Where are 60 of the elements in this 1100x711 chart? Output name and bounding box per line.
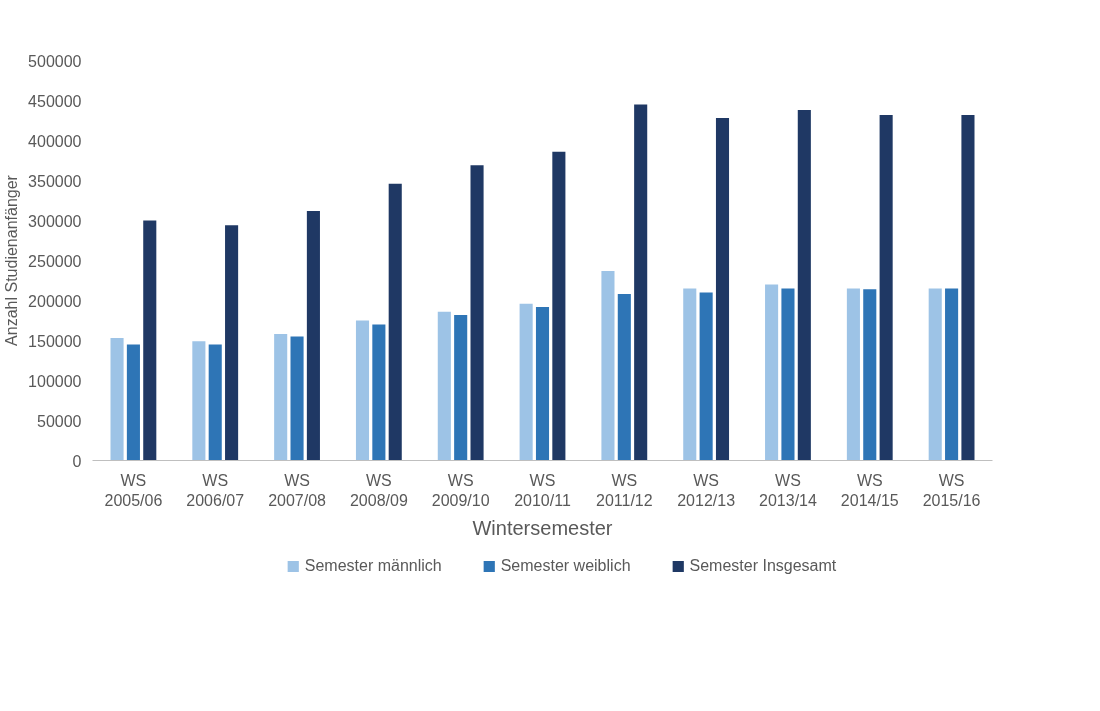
legend-label: Semester Insgesamt [689, 557, 837, 575]
bar [126, 344, 140, 461]
bar [388, 183, 402, 461]
y-tick-label: 400000 [28, 132, 82, 150]
bar [945, 288, 959, 461]
x-tick-label: WS 2005/06 [104, 471, 163, 509]
y-tick-label: 0 [72, 452, 82, 470]
legend-label: Semester weiblich [500, 557, 631, 575]
bar [846, 288, 860, 461]
bar [454, 314, 468, 461]
legend-label: Semester männlich [304, 557, 442, 575]
bar [355, 320, 370, 461]
bar [372, 324, 386, 461]
x-tick-label: WS 2011/12 [595, 471, 653, 509]
bar [879, 114, 893, 461]
y-tick-label: 450000 [28, 92, 82, 110]
x-tick-label: WS 2012/13 [677, 471, 736, 509]
x-tick-label: WS 2007/08 [268, 471, 327, 509]
bar [208, 344, 222, 461]
bar [552, 151, 566, 461]
y-tick-label: 300000 [28, 212, 82, 230]
bar [715, 118, 730, 461]
y-tick-label: 100000 [28, 372, 82, 390]
x-tick-label: WS 2010/11 [514, 471, 571, 509]
y-tick-label: 200000 [28, 292, 82, 310]
bar [928, 288, 942, 461]
y-axis-title: Anzahl Studienanfänger [3, 174, 21, 346]
y-tick-label: 50000 [37, 412, 82, 430]
x-tick-label: WS 2013/14 [759, 471, 817, 509]
x-tick-label: WS 2014/15 [840, 471, 899, 509]
bar [683, 288, 697, 461]
bar [699, 292, 713, 461]
y-tick-label: 150000 [28, 332, 82, 350]
x-tick-label: WS 2008/09 [349, 471, 408, 509]
bar [519, 303, 533, 461]
bar [290, 336, 304, 461]
bar [535, 306, 550, 461]
y-tick-label: 250000 [28, 252, 82, 270]
bar [765, 284, 779, 461]
y-tick-label: 350000 [28, 172, 82, 190]
x-axis-title: Wintersemester [472, 516, 613, 539]
x-tick-label: WS 2015/16 [922, 471, 981, 509]
bar [617, 294, 631, 461]
bar [601, 270, 615, 461]
bar [225, 225, 239, 461]
bar [192, 341, 206, 461]
bar [470, 165, 484, 461]
bar [797, 110, 811, 461]
bar [437, 311, 451, 461]
bar [634, 104, 648, 461]
bar [274, 334, 288, 461]
bar [143, 220, 157, 461]
y-tick-label: 500000 [28, 52, 82, 70]
bar [781, 288, 795, 461]
bar [110, 338, 124, 461]
bar [961, 114, 975, 461]
bar [863, 289, 877, 461]
bar [306, 210, 320, 461]
x-tick-label: WS 2006/07 [186, 471, 245, 509]
x-tick-label: WS 2009/10 [431, 471, 490, 509]
